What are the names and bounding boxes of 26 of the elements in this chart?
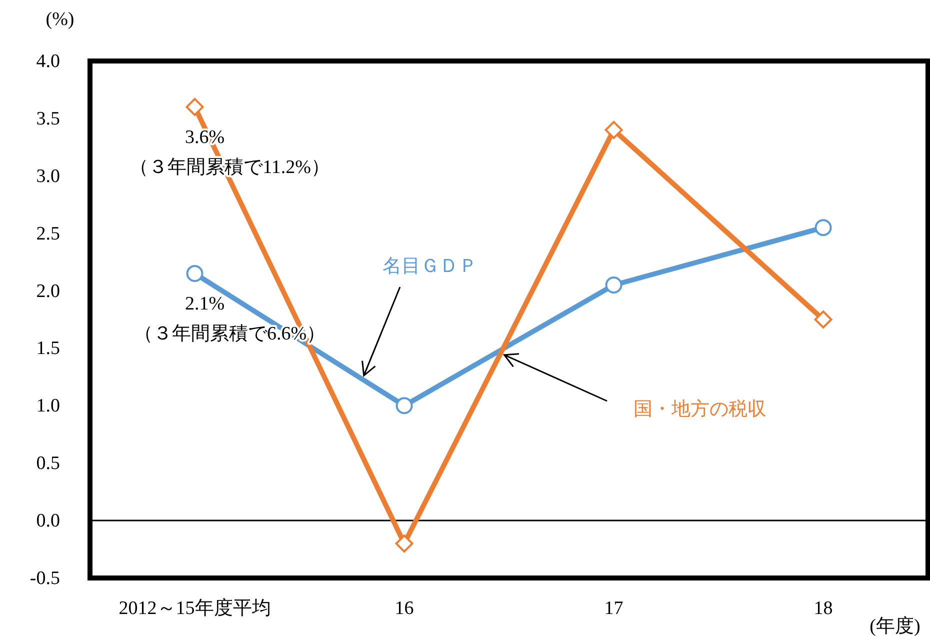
y-axis-title: (%) [46, 9, 74, 30]
y-tick-label: -0.5 [30, 568, 60, 589]
text: 国・地方の税収 [634, 398, 766, 420]
text: 名目ＧＤＰ [382, 256, 478, 277]
x-axis-title: (年度) [870, 615, 920, 637]
x-tick-label: 17 [604, 598, 624, 619]
y-tick-label: 4.0 [36, 51, 60, 72]
point [605, 276, 622, 294]
point [814, 310, 832, 328]
point [186, 98, 204, 116]
point [395, 534, 414, 553]
point [604, 120, 623, 139]
point [186, 265, 204, 282]
y-tick-label: 3.5 [36, 108, 60, 130]
y-tick-label: 1.0 [36, 396, 60, 417]
y-tick-label: 2.5 [36, 223, 60, 244]
x-tick-label: 2012～15年度平均 [118, 597, 271, 619]
x-tick-label: 16 [394, 598, 414, 619]
y-tick-label: 2.0 [36, 280, 60, 302]
x-tick-label: 18 [814, 598, 833, 619]
y-tick-label: 3.0 [36, 166, 60, 187]
y-tick-label: 0.5 [36, 453, 60, 474]
y-tick-label: 1.5 [36, 338, 60, 360]
y-tick-label: 0.0 [36, 510, 60, 532]
point [396, 397, 413, 414]
point [814, 219, 832, 236]
